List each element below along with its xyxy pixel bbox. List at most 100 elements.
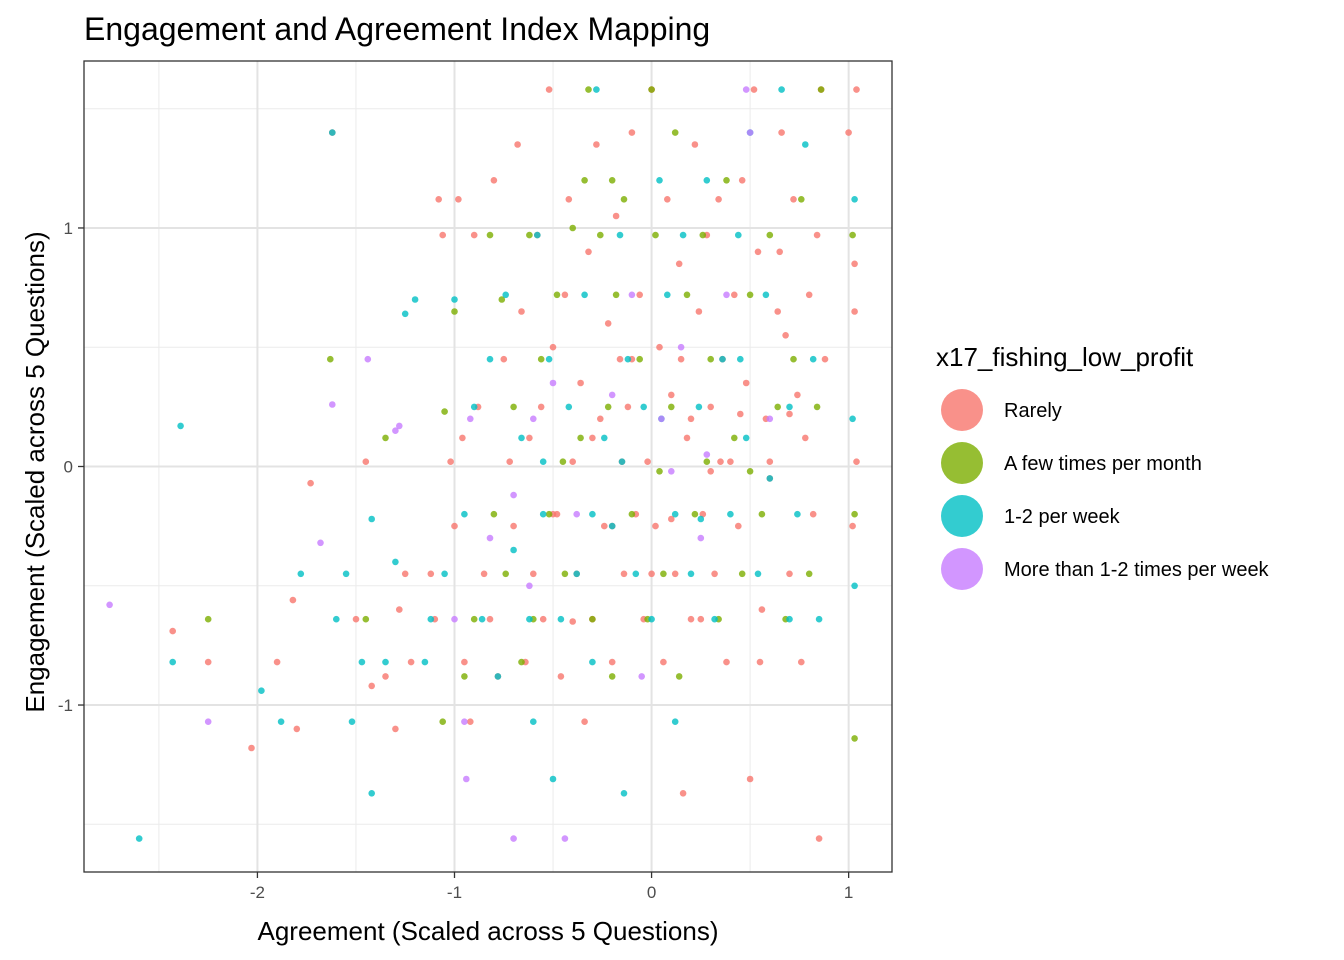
data-point [559, 458, 567, 466]
data-point [368, 682, 376, 690]
data-point [794, 510, 801, 518]
data-point [289, 596, 297, 604]
data-point [776, 248, 783, 256]
data-point [549, 343, 557, 351]
data-point [368, 515, 376, 523]
data-point [421, 658, 429, 666]
data-point [459, 434, 466, 442]
data-point [746, 775, 754, 783]
data-point [537, 403, 545, 411]
data-point [774, 403, 781, 411]
data-point [774, 308, 781, 315]
data-point [608, 658, 616, 666]
data-point [746, 291, 754, 299]
data-point [364, 355, 372, 363]
data-point [455, 196, 462, 203]
data-point [593, 141, 600, 148]
data-point [758, 606, 766, 613]
data-point [502, 291, 510, 299]
data-point [518, 308, 525, 315]
data-point [805, 570, 813, 578]
data-point [526, 582, 533, 590]
data-point [577, 434, 584, 442]
data-point [815, 835, 823, 842]
data-point [620, 790, 628, 797]
data-point [526, 615, 533, 623]
data-point [660, 570, 667, 578]
data-point [565, 403, 573, 411]
data-point [427, 570, 435, 578]
legend-key [941, 389, 983, 431]
data-point [766, 475, 774, 482]
legend-label: Rarely [1004, 400, 1062, 422]
data-point [697, 534, 705, 542]
data-point [723, 177, 730, 184]
y-axis-ticks: -1 0 1 [58, 219, 84, 715]
data-point [786, 615, 793, 623]
data-point [461, 510, 468, 518]
data-point [677, 343, 685, 351]
data-point [577, 379, 584, 387]
legend-key [941, 548, 983, 590]
data-point [687, 570, 695, 578]
data-point [754, 248, 762, 256]
data-point [277, 718, 285, 725]
data-point [601, 434, 608, 442]
data-point [329, 401, 336, 408]
data-point [557, 615, 565, 623]
data-point [486, 231, 494, 239]
x-tick-label: 1 [844, 883, 853, 902]
data-point [815, 615, 823, 623]
data-point [624, 403, 632, 411]
data-point [849, 231, 856, 239]
x-tick-label: -1 [447, 883, 462, 902]
data-point [589, 658, 596, 666]
data-point [604, 320, 612, 327]
data-point [396, 422, 403, 430]
legend-label: A few times per month [1004, 453, 1202, 475]
data-point [348, 718, 356, 725]
data-point [731, 291, 738, 299]
data-point [441, 408, 448, 415]
data-point [742, 379, 750, 387]
data-point [494, 673, 502, 680]
data-point [461, 673, 468, 680]
data-point [683, 291, 691, 299]
data-point [510, 403, 517, 411]
data-point [382, 434, 389, 442]
data-point [382, 658, 389, 666]
data-point [664, 291, 671, 299]
data-point [638, 673, 645, 680]
y-tick-label: -1 [58, 696, 73, 715]
data-point [809, 510, 817, 518]
data-point [809, 355, 817, 363]
data-point [461, 658, 468, 666]
data-point [648, 570, 655, 578]
data-point [778, 86, 785, 93]
data-point [500, 355, 508, 363]
data-point [307, 479, 314, 487]
data-point [439, 718, 447, 725]
data-point [798, 658, 805, 666]
data-point [845, 129, 852, 136]
data-point [204, 718, 212, 725]
data-point [352, 615, 360, 623]
x-tick-label: 0 [647, 883, 656, 902]
data-point [711, 570, 718, 578]
data-point [327, 355, 334, 363]
data-point [817, 86, 825, 93]
data-point [853, 86, 860, 93]
data-point [691, 510, 699, 518]
data-point [510, 835, 517, 842]
data-point [248, 744, 255, 752]
data-point [652, 522, 659, 530]
data-point [668, 468, 675, 475]
data-point [368, 790, 376, 797]
data-point [648, 615, 655, 623]
data-point [518, 658, 525, 666]
grid-lines [84, 61, 892, 872]
data-point [510, 522, 517, 530]
data-point [805, 291, 813, 299]
y-axis-title: Engagement (Scaled across 5 Questions) [20, 231, 50, 712]
